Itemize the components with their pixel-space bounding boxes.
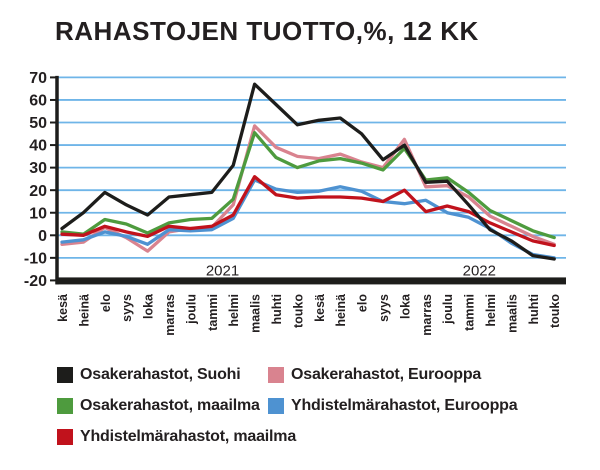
y-axis-label: 30 [29, 160, 47, 177]
x-axis-month-label: syys [120, 294, 134, 322]
year-label: 2021 [206, 263, 239, 280]
x-axis-bar [55, 277, 566, 285]
year-label: 2022 [463, 263, 496, 280]
x-axis-month-label: huhti [527, 294, 541, 325]
legend-item: Osakerahastot, maailma [57, 397, 264, 415]
legend-item: Yhdistelmärahastot, Eurooppa [268, 397, 562, 415]
legend-label: Yhdistelmärahastot, Eurooppa [291, 397, 518, 414]
x-axis-month-label: kesä [313, 294, 327, 322]
x-axis-month-label: heinä [77, 294, 91, 327]
x-axis-month-label: syys [377, 294, 391, 322]
x-axis-month-label: heinä [334, 294, 348, 327]
legend-label: Osakerahastot, maailma [80, 397, 260, 414]
y-axis-label: -20 [24, 273, 47, 290]
y-axis-label: 60 [29, 93, 47, 110]
legend-swatch-icon [268, 398, 284, 414]
y-axis-label: 10 [29, 205, 47, 222]
legend-item: Osakerahastot, Eurooppa [268, 366, 562, 384]
x-axis-month-label: tammi [463, 294, 477, 331]
x-axis-month-label: huhti [270, 294, 284, 325]
x-axis-month-label: loka [398, 293, 412, 319]
x-axis-month-label: marras [163, 294, 177, 336]
y-axis-label: 20 [29, 183, 47, 200]
x-axis-month-label: touko [548, 294, 562, 328]
y-axis-label: 50 [29, 115, 47, 132]
y-axis-label: 0 [38, 228, 47, 245]
x-axis-month-label: touko [291, 294, 305, 328]
x-axis-month-label: tammi [206, 294, 220, 331]
legend-item: Yhdistelmärahastot, maailma [57, 428, 296, 446]
legend-label: Osakerahastot, Eurooppa [291, 366, 482, 383]
legend-item: Osakerahastot, Suohi [57, 366, 264, 384]
x-axis-month-label: loka [142, 293, 156, 319]
legend-swatch-icon [57, 367, 73, 383]
x-axis-month-label: elo [99, 294, 113, 312]
y-axis-label: 40 [29, 138, 47, 155]
x-axis-month-label: marras [420, 294, 434, 336]
series-line-0 [60, 82, 556, 261]
x-axis-month-label: kesä [56, 294, 70, 322]
x-axis-month-label: elo [356, 294, 370, 312]
x-axis-month-label: helmi [227, 294, 241, 327]
x-axis-month-label: joulu [184, 294, 198, 325]
chart-title: RAHASTOJEN TUOTTO,%, 12 KK [55, 16, 479, 46]
legend: Osakerahastot, Suohi Osakerahastot, Euroo… [57, 366, 562, 446]
series-line-2 [60, 131, 556, 240]
series-line-1 [60, 124, 556, 253]
legend-swatch-icon [268, 367, 284, 383]
x-axis-month-label: maalis [249, 294, 263, 333]
x-axis-month-label: helmi [484, 294, 498, 327]
legend-label: Yhdistelmärahastot, maailma [80, 428, 297, 445]
y-axis-label: 70 [29, 70, 47, 87]
x-axis-month-label: joulu [441, 294, 455, 325]
series-line-4 [60, 175, 556, 248]
x-axis-month-label: maalis [505, 294, 519, 333]
legend-label: Osakerahastot, Suohi [80, 366, 241, 383]
legend-swatch-icon [57, 398, 73, 414]
legend-swatch-icon [57, 429, 73, 445]
y-axis-label: -10 [24, 250, 47, 267]
series-line-3 [60, 178, 556, 260]
